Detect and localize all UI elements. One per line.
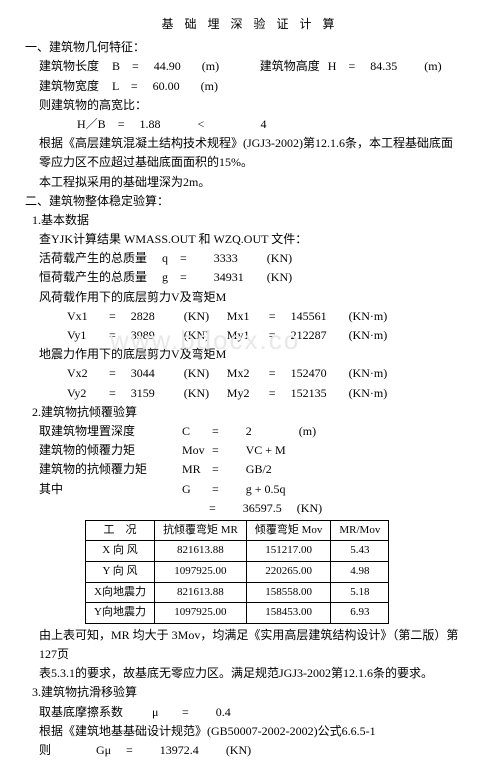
row-mr: 建筑物的抗倾覆力矩 MR= GB/2 [39,460,475,479]
row-vy2: Vy2 = 3159 (KN) My2 = 152135 (KN·m) [67,384,475,403]
page-title: 基 础 埋 深 验 证 计 算 [25,15,475,34]
row-g-val: = 36597.5 (KN) [39,499,475,518]
row-gmu: 则 Gμ= 13972.4 (KN) [39,741,475,760]
row-width: 建筑物宽度 L = 60.00 (m) [39,77,475,96]
sub-1: 1.基本数据 [32,211,475,230]
row-g: 其中 G= g + 0.5q [39,480,475,499]
file-note: 查YJK计算结果 WMASS.OUT 和 WZQ.OUT 文件： [39,230,475,249]
row-liveload: 活荷载产生的总质量 q = 3333 (KN) [39,249,475,268]
wind-label: 风荷载作用下的底层剪力V及弯矩M [39,288,475,307]
overturn-table: 工 况 抗倾覆弯矩 MR 倾覆弯矩 Mov MR/Mov X 向 风821613… [85,520,389,624]
row-vy1: Vy1 = 3989 (KN) My1 = 212287 (KN·m) [67,326,475,345]
note-1: 根据《高层建筑混凝土结构技术规程》(JGJ3-2002)第12.1.6条，本工程… [39,134,475,153]
row-mu: 取基底摩擦系数 μ= 0.4 [39,703,475,722]
row-vx1: Vx1 = 2828 (KN) Mx1 = 145561 (KN·m) [67,307,475,326]
row-mov: 建筑物的倾覆力矩 Mov= VC + M [39,441,475,460]
table-row: Y 向 风1097925.00220265.004.98 [86,562,389,583]
table-row: X 向 风821613.88151217.005.43 [86,541,389,562]
table-row: Y向地震力1097925.00158453.006.93 [86,603,389,624]
section-2-heading: 二、建筑物整体稳定验算： [25,192,475,211]
table-row: X向地震力821613.88158558.005.18 [86,582,389,603]
note-3: 本工程拟采用的基础埋深为2m。 [39,173,475,192]
section-1-heading: 一、建筑物几何特征： [25,38,475,57]
row-length-height: 建筑物长度 B = 44.90 (m) 建筑物高度 H = 84.35 (m) [39,57,475,76]
sub-2: 2.建筑物抗倾覆验算 [32,403,475,422]
row-ratio: H／B = 1.88 < 4 [53,115,475,134]
row-vx2: Vx2 = 3044 (KN) Mx2 = 152470 (KN·m) [67,364,475,383]
row-deadload: 恒荷载产生的总质量 g = 34931 (KN) [39,268,475,287]
row-ratio-label: 则建筑物的高宽比： [39,96,475,115]
note-2: 零应力区不应超过基础底面面积的15%。 [39,153,475,172]
conclusion-1: 由上表可知，MR 均大于 3Mov，均满足《实用高层建筑结构设计》（第二版）第1… [39,626,475,664]
quake-label: 地震力作用下的底层剪力V及弯矩M [39,345,475,364]
conclusion-2: 表5.3.1的要求，故基底无零应力区。满足规范JGJ3-2002第12.1.6条… [39,664,475,683]
row-depth: 取建筑物埋置深度 C= 2 (m) [39,422,475,441]
code-ref: 根据《建筑地基基础设计规范》(GB50007-2002-2002)公式6.6.5… [39,722,475,741]
sub-3: 3.建筑物抗滑移验算 [32,683,475,702]
